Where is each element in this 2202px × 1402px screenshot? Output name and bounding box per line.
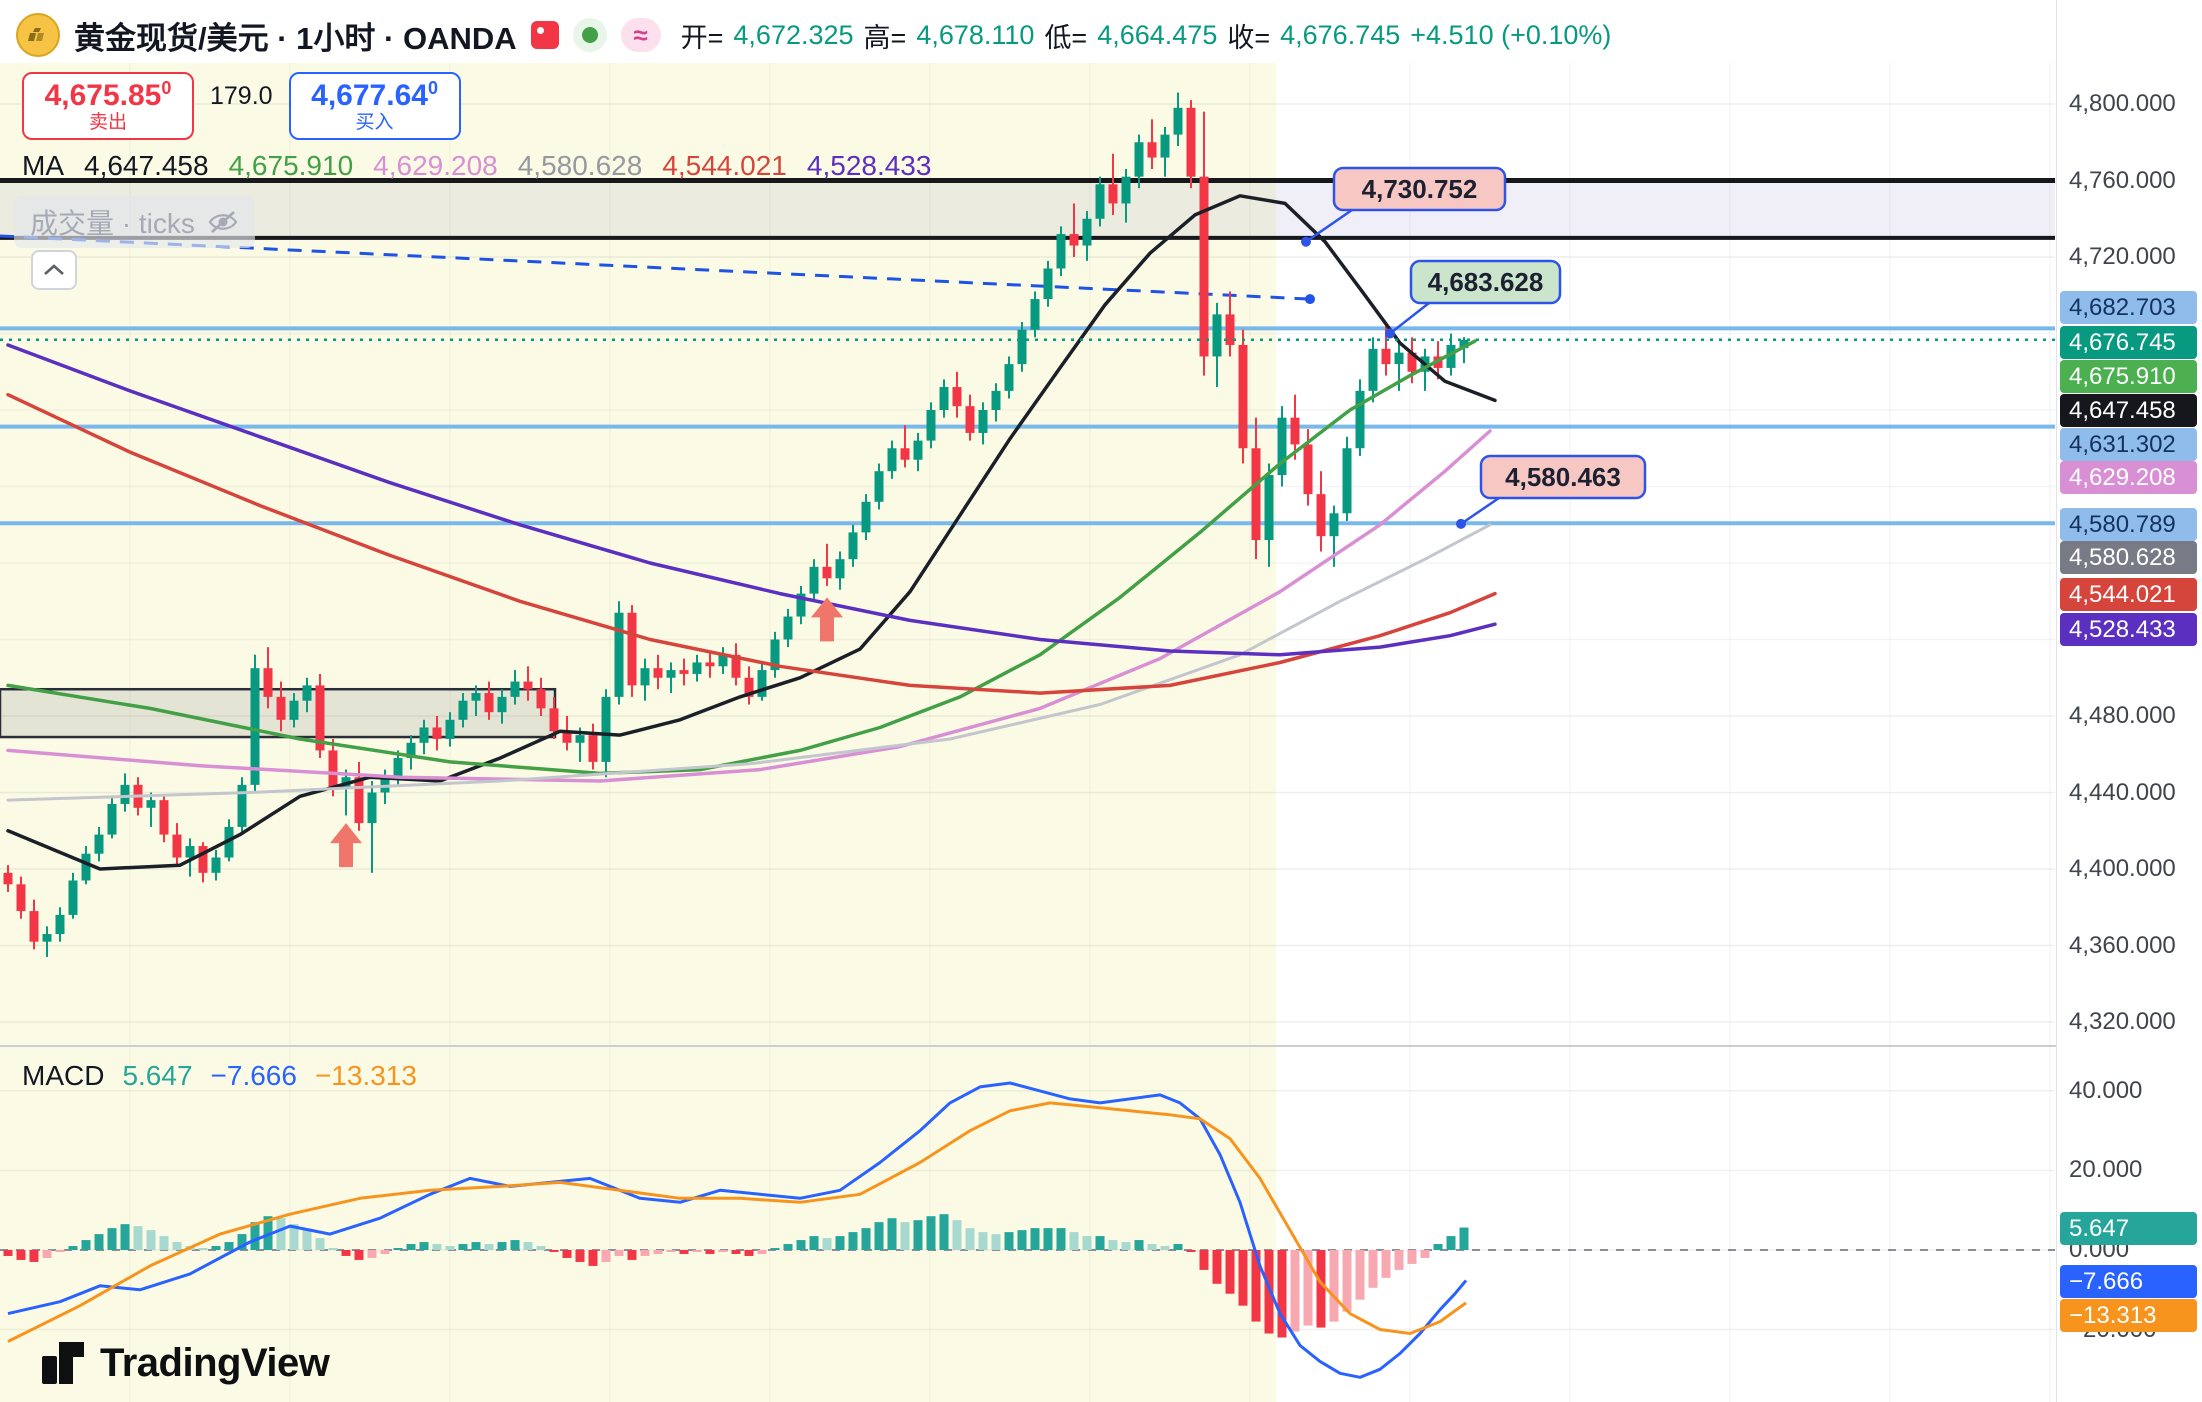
arrow-markers-layer [330,597,843,868]
svg-text:4,683.628: 4,683.628 [1428,267,1544,297]
price-axis-tick: 4,760.000 [2069,166,2176,194]
high-label: 高= [863,22,907,53]
macd-hist-value: 5.647 [122,1060,193,1091]
price-axis-badge: 4,580.628 [2060,541,2197,574]
macd-axis-badge: −13.313 [2060,1299,2197,1332]
price-axis[interactable]: 4,800.000 4,760.000 4,720.000 4,480.000 4,44… [2056,0,2202,1402]
buy-price-main: 4,677.64 [311,78,428,112]
macd-indicator-row[interactable]: MACD 5.647 −7.666 −13.313 [22,1060,417,1092]
price-axis-badge: 4,675.910 [2060,360,2197,393]
ohlc-readout: 开= 4,672.325 高= 4,678.110 低= 4,664.475 收… [681,16,1612,55]
price-axis-tick: 4,320.000 [2069,1008,2176,1035]
volume-indicator-row[interactable]: 成交量 · ticks [14,196,255,248]
candles-layer [3,92,1469,957]
macd-axis-badge: 5.647 [2060,1212,2197,1245]
sell-price-main: 4,675.85 [44,78,162,112]
market-status-indicator[interactable] [572,18,607,52]
macd-line-value: −7.666 [210,1060,297,1091]
tradingview-logo-text: TradingView [100,1340,330,1385]
price-axis-badge: 4,631.302 [2060,428,2197,461]
ma-value-0: 4,647.458 [84,150,209,181]
ma-value-4: 4,544.021 [662,150,787,181]
price-axis-badge: 4,647.458 [2060,394,2197,427]
chevron-up-icon [44,264,64,275]
change-value: +4.510 (+0.10%) [1410,19,1612,50]
support-resistance-lines [0,326,2055,526]
eye-off-icon[interactable] [207,209,239,235]
close-label: 收= [1227,22,1271,53]
tradingview-logo[interactable]: TradingView [40,1340,330,1386]
svg-text:4,580.463: 4,580.463 [1505,462,1621,492]
sell-price-sup: 0 [161,77,172,98]
macd-axis-tick: 40.000 [2069,1076,2143,1104]
chart-header: 黄金现货/美元 · 1小时 · OANDA ≈ 开= 4,672.325 高= … [16,8,1611,62]
buy-price: 4,677.640 [311,77,438,112]
zones-layer [0,178,2055,739]
close-value: 4,676.745 [1280,19,1401,50]
price-axis-tick: 4,480.000 [2069,702,2176,729]
price-axis-tick: 4,440.000 [2069,778,2176,806]
ma-indicator-row[interactable]: MA 4,647.458 4,675.910 4,629.208 4,580.6… [22,150,931,182]
price-axis-badge: 4,676.745 [2060,326,2197,359]
macd-axis-badge: −7.666 [2060,1265,2197,1298]
price-axis-tick: 4,360.000 [2069,931,2176,959]
ma-label: MA [22,150,64,181]
green-dot-icon [581,27,598,43]
moving-averages-layer [6,194,1497,871]
ma-value-5: 4,528.433 [806,150,932,181]
approx-data-icon[interactable]: ≈ [620,18,661,52]
tradingview-mark-icon [42,1342,84,1384]
gold-bar-glyph [28,28,44,41]
open-label: 开= [680,22,724,53]
callouts-layer[interactable]: 4,730.752 4,683.628 4,580.463 [1301,166,1647,529]
price-axis-tick: 4,800.000 [2069,90,2176,117]
high-value: 4,678.110 [916,19,1035,50]
price-axis-badge: 4,682.703 [2060,291,2197,324]
ma-value-1: 4,675.910 [228,150,354,181]
low-value: 4,664.475 [1097,19,1218,50]
price-axis-badge: 4,528.433 [2060,613,2197,646]
buy-label: 买入 [355,112,394,134]
macd-layer [0,1081,2055,1379]
volume-label: 成交量 · ticks [30,208,195,239]
spread-value: 179.0 [210,82,273,110]
buy-price-sup: 0 [427,77,438,98]
sell-button[interactable]: 4,675.850 卖出 [22,72,194,140]
collapse-pane-button[interactable] [31,250,77,290]
open-value: 4,672.325 [733,19,854,50]
ma-value-3: 4,580.628 [517,150,643,181]
price-axis-tick: 4,720.000 [2069,243,2176,270]
gold-symbol-icon [16,13,60,57]
ma-value-2: 4,629.208 [373,150,498,181]
macd-axis-tick: 20.000 [2069,1156,2143,1184]
price-axis-badge: 4,629.208 [2060,461,2197,494]
macd-signal-value: −13.313 [314,1060,417,1091]
price-axis-badge: 4,580.789 [2060,508,2197,541]
price-axis-tick: 4,400.000 [2069,855,2176,882]
sell-price: 4,675.850 [44,77,172,112]
svg-text:4,730.752: 4,730.752 [1362,174,1478,204]
macd-label: MACD [22,1060,105,1091]
buy-button[interactable]: 4,677.640 买入 [288,72,461,140]
low-label: 低= [1044,22,1088,53]
price-axis-badge: 4,544.021 [2060,578,2197,611]
symbol-title[interactable]: 黄金现货/美元 · 1小时 · OANDA [74,20,517,56]
trade-widget: 4,675.850 卖出 179.0 4,677.640 买入 [22,72,461,140]
red-marker-icon[interactable] [530,21,559,49]
sell-label: 卖出 [88,112,127,134]
